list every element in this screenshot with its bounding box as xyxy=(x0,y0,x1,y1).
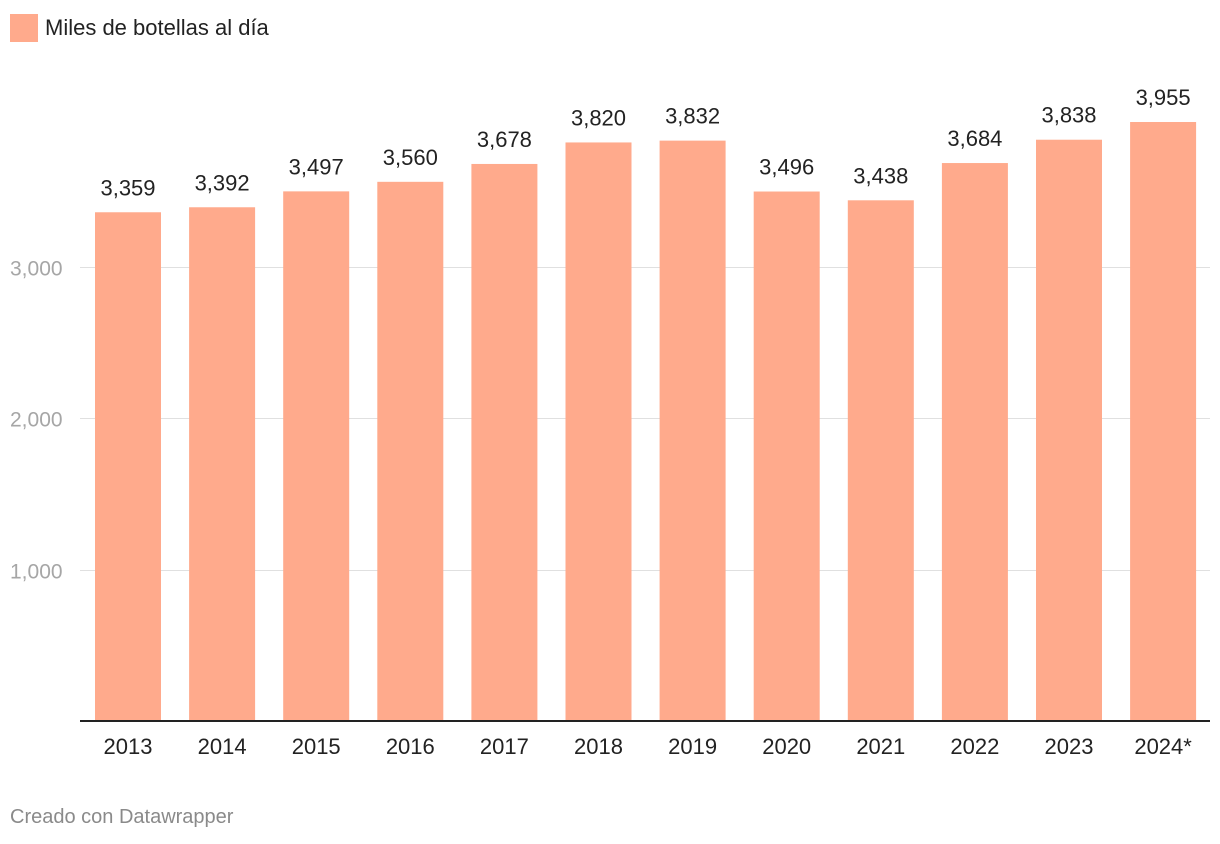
value-label: 3,438 xyxy=(853,163,908,188)
bar xyxy=(377,181,444,721)
bar xyxy=(659,140,726,721)
value-label: 3,955 xyxy=(1136,85,1191,110)
x-tick-label: 2018 xyxy=(574,734,623,759)
value-label: 3,820 xyxy=(571,105,626,130)
gridlines xyxy=(80,267,1210,571)
bar xyxy=(1130,122,1197,721)
bars xyxy=(95,122,1197,722)
value-label: 3,832 xyxy=(665,104,720,129)
legend-label: Miles de botellas al día xyxy=(45,15,269,40)
bar xyxy=(95,212,161,722)
bar xyxy=(471,163,538,722)
bar xyxy=(941,163,1008,721)
legend-swatch xyxy=(10,14,38,42)
x-tick-label: 2019 xyxy=(668,734,717,759)
value-label: 3,678 xyxy=(477,127,532,152)
x-tick-label: 2014 xyxy=(198,734,247,759)
y-axis-ticks: 1,000 2,000 3,000 xyxy=(10,258,63,584)
y-tick-label: 2,000 xyxy=(10,409,63,432)
value-labels: 3,359 3,392 3,497 3,560 3,678 3,820 3,832 3,496… xyxy=(100,85,1190,200)
value-label: 3,684 xyxy=(947,126,1002,151)
x-axis-ticks: 2013 2014 2015 2016 2017 2018 2019 2020 2021 2022… xyxy=(104,734,1193,759)
x-tick-label: 2017 xyxy=(480,734,529,759)
footer-credit: Creado con Datawrapper xyxy=(10,806,234,828)
x-tick-label: 2023 xyxy=(1045,734,1094,759)
value-label: 3,560 xyxy=(383,145,438,170)
y-tick-label: 1,000 xyxy=(10,561,63,584)
x-tick-label: 2020 xyxy=(762,734,811,759)
legend: Miles de botellas al día xyxy=(10,13,269,43)
value-label: 3,496 xyxy=(759,155,814,180)
x-tick-label: 2021 xyxy=(856,734,905,759)
x-tick-label: 2016 xyxy=(386,734,435,759)
bar xyxy=(283,191,350,722)
bar xyxy=(189,207,256,721)
bar xyxy=(1036,139,1102,722)
value-label: 3,392 xyxy=(195,170,250,195)
x-tick-label: 2024* xyxy=(1134,734,1192,759)
value-label: 3,359 xyxy=(100,175,155,200)
bar xyxy=(753,191,820,721)
y-tick-label: 3,000 xyxy=(10,258,63,281)
bar xyxy=(565,142,632,721)
bar xyxy=(847,200,914,722)
x-tick-label: 2013 xyxy=(104,734,153,759)
value-label: 3,838 xyxy=(1041,103,1096,128)
x-tick-label: 2022 xyxy=(950,734,999,759)
x-tick-label: 2015 xyxy=(292,734,341,759)
value-label: 3,497 xyxy=(289,154,344,179)
